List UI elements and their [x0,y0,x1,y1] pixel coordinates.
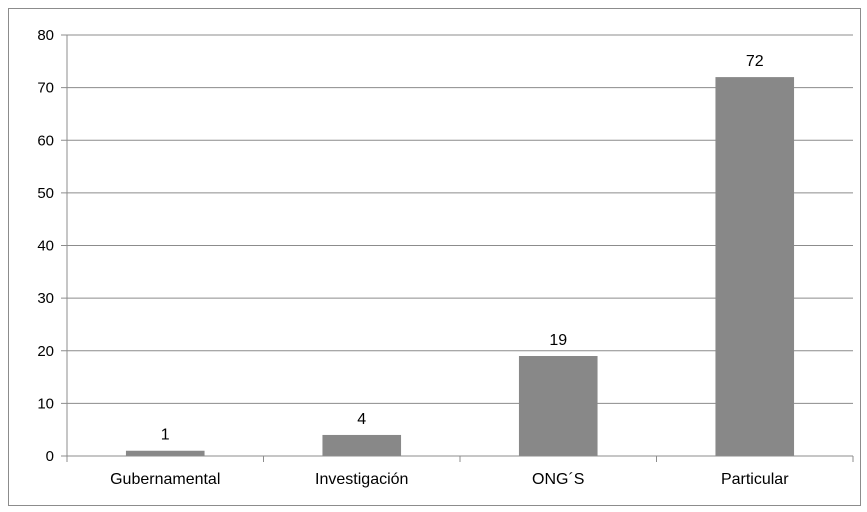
bar [322,434,402,456]
bar [715,77,795,456]
bars [125,77,795,456]
y-tick-label: 10 [37,395,54,412]
bar [125,450,205,456]
y-tick-label: 50 [37,185,54,202]
y-tick-label: 0 [46,448,54,465]
y-tick-label: 30 [37,290,54,307]
x-tick-label: ONG´S [532,471,584,488]
y-tick-label: 40 [37,238,54,255]
y-tick-label: 20 [37,343,54,360]
data-label: 4 [357,411,366,428]
y-tick-label: 80 [37,27,54,44]
y-tick-label: 60 [37,132,54,149]
data-label: 72 [746,53,764,70]
x-tick-label: Gubernamental [110,471,220,488]
axes [61,34,854,462]
data-labels: 1 4 19 72 [161,53,764,444]
data-label: 19 [549,332,567,349]
x-tick-label: Particular [721,471,789,488]
x-tick-label: Investigación [315,471,408,488]
data-label: 1 [161,427,170,444]
bar [518,356,598,456]
y-tick-labels: 0 10 20 30 40 50 60 70 80 [37,27,54,465]
x-tick-labels: Gubernamental Investigación ONG´S Particula… [110,471,789,488]
y-tick-label: 70 [37,80,54,97]
